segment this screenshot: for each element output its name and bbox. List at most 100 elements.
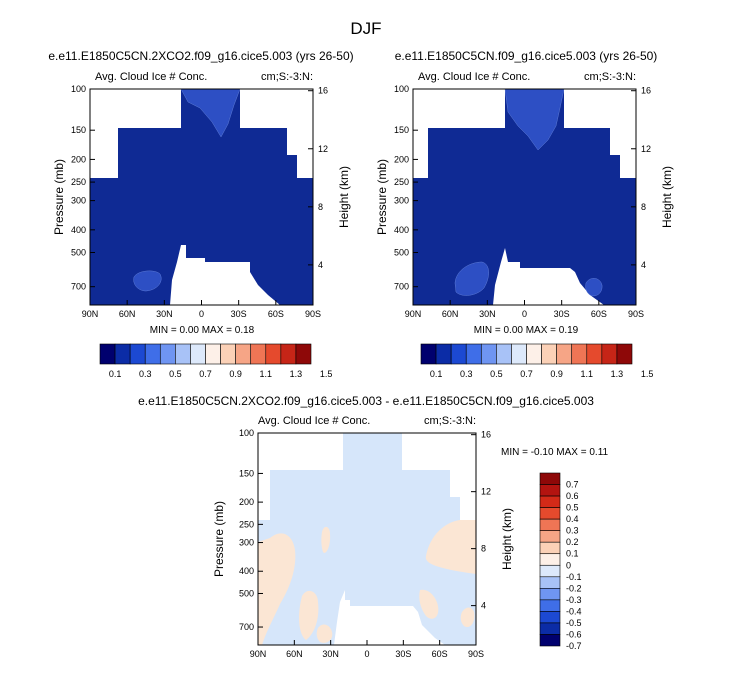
colorbar-swatch — [435, 343, 452, 365]
colorbar-swatch — [450, 343, 467, 365]
colorbar-swatch — [526, 343, 542, 365]
pressure-tick-label: 300 — [394, 196, 409, 206]
colorbar-label: 0.7 — [520, 369, 533, 379]
latitude-axis: 90N 60N 30N 0 30S 60S 90S — [250, 640, 484, 659]
pressure-tick-label: 150 — [394, 125, 409, 135]
height-axis: 16 12 8 4 — [471, 430, 491, 611]
colorbar-swatch — [205, 343, 221, 365]
height-tick-label: 4 — [318, 260, 323, 270]
latitude-tick-label: 90N — [405, 309, 422, 319]
pressure-tick-label: 400 — [239, 566, 254, 576]
y-axis-label: Pressure (mb) — [212, 501, 226, 577]
diff-positive-area — [316, 624, 333, 643]
colorbar-swatch — [190, 343, 206, 365]
colorbar-swatch — [114, 343, 131, 365]
latitude-tick-label: 90N — [250, 649, 267, 659]
colorbar-swatch — [586, 343, 603, 365]
pressure-tick-label: 700 — [239, 622, 254, 632]
latitude-tick-label: 90N — [82, 309, 99, 319]
colorbar-label: 1.5 — [641, 369, 654, 379]
colorbar-swatch — [556, 343, 573, 365]
height-tick-label: 4 — [481, 601, 486, 611]
ice-field-highlight — [454, 261, 489, 296]
units-label: cm;S:-3:N: — [424, 415, 476, 427]
pressure-tick-label: 700 — [71, 282, 86, 292]
colorbar-label: -0.5 — [566, 618, 582, 628]
colorbar-label: -0.7 — [566, 641, 582, 651]
colorbar: 0.70.6 0.50.4 0.30.2 0.10 -0.1-0.2 -0.3-0.4 -0… — [539, 472, 582, 651]
colorbar-label: 0.5 — [566, 503, 579, 513]
plot-area — [257, 432, 477, 646]
pressure-tick-label: 700 — [394, 282, 409, 292]
ice-field-highlight — [180, 88, 241, 138]
pressure-tick-label: 150 — [239, 468, 254, 478]
latitude-tick-label: 60S — [432, 649, 448, 659]
pressure-tick-label: 150 — [71, 125, 86, 135]
min-max-label: MIN = -0.10 MAX = 0.11 — [501, 447, 609, 458]
colorbar-swatch — [539, 530, 561, 543]
latitude-tick-label: 0 — [364, 649, 369, 659]
height-tick-label: 16 — [318, 86, 328, 96]
latitude-tick-label: 90S — [468, 649, 484, 659]
pressure-axis: 100 150 200 250 300 400 500 700 — [239, 428, 263, 632]
colorbar-swatch — [539, 472, 561, 485]
colorbar-label: 0.9 — [550, 369, 563, 379]
height-tick-label: 12 — [481, 487, 491, 497]
colorbar-swatch — [539, 541, 561, 555]
latitude-tick-label: 90S — [305, 309, 321, 319]
pressure-tick-label: 100 — [394, 84, 409, 94]
colorbar-swatch — [539, 495, 561, 508]
colorbar-swatch — [539, 484, 561, 497]
colorbar-swatch — [539, 507, 561, 520]
colorbar-swatch — [541, 343, 557, 365]
colorbar-label: 0.7 — [566, 480, 579, 490]
colorbar-swatch — [496, 343, 512, 365]
colorbar-swatch — [280, 343, 297, 365]
colorbar-swatch — [616, 343, 633, 365]
variable-label: Avg. Cloud Ice # Conc. — [258, 415, 370, 427]
colorbar-label: 0.1 — [109, 369, 122, 379]
pressure-tick-label: 400 — [71, 225, 86, 235]
colorbar-swatch — [159, 343, 176, 365]
colorbar-label: 0.6 — [566, 491, 579, 501]
latitude-tick-label: 60N — [286, 649, 303, 659]
y-axis-label: Pressure (mb) — [375, 159, 389, 235]
colorbar-swatch — [129, 343, 146, 365]
y2-axis-label: Height (km) — [337, 166, 351, 228]
colorbar-label: 0.4 — [566, 514, 579, 524]
latitude-axis: 90N 60N 30N 0 30S 60S 90S — [405, 300, 644, 319]
y2-axis-label: Height (km) — [500, 508, 514, 570]
colorbar-label: 0.2 — [566, 537, 579, 547]
latitude-tick-label: 60S — [268, 309, 284, 319]
panel-control: e.e11.E1850C5CN.f09_g16.cice5.003 (yrs 2… — [375, 49, 674, 379]
pressure-tick-label: 250 — [394, 177, 409, 187]
latitude-tick-label: 0 — [522, 309, 527, 319]
pressure-tick-label: 300 — [239, 538, 254, 548]
pressure-tick-label: 250 — [71, 177, 86, 187]
y2-axis-label: Height (km) — [660, 166, 674, 228]
colorbar-swatch — [539, 553, 561, 566]
pressure-tick-label: 100 — [239, 428, 254, 438]
colorbar-label: 0.3 — [566, 526, 579, 536]
colorbar-label: 0.1 — [430, 369, 443, 379]
height-tick-label: 16 — [641, 86, 651, 96]
colorbar-label: -0.1 — [566, 572, 582, 582]
colorbar-swatch — [220, 343, 236, 365]
colorbar-label: -0.3 — [566, 595, 582, 605]
latitude-tick-label: 60N — [442, 309, 459, 319]
colorbar-swatch — [539, 576, 561, 589]
pressure-axis: 100 150 200 250 300 400 500 700 — [71, 84, 95, 292]
latitude-tick-label: 30S — [231, 309, 247, 319]
pressure-tick-label: 200 — [71, 154, 86, 164]
colorbar-label: 1.1 — [260, 369, 273, 379]
latitude-tick-label: 90S — [628, 309, 644, 319]
colorbar-swatch — [420, 343, 437, 365]
panel-title: e.e11.E1850C5CN.2XCO2.f09_g16.cice5.003 … — [138, 394, 594, 408]
height-tick-label: 16 — [481, 430, 491, 440]
colorbar-swatch — [571, 343, 588, 365]
latitude-tick-label: 60S — [591, 309, 607, 319]
diff-positive-area — [460, 607, 475, 628]
colorbar-swatch — [144, 343, 161, 365]
ice-field-highlight — [133, 270, 162, 292]
ice-field — [413, 89, 636, 305]
